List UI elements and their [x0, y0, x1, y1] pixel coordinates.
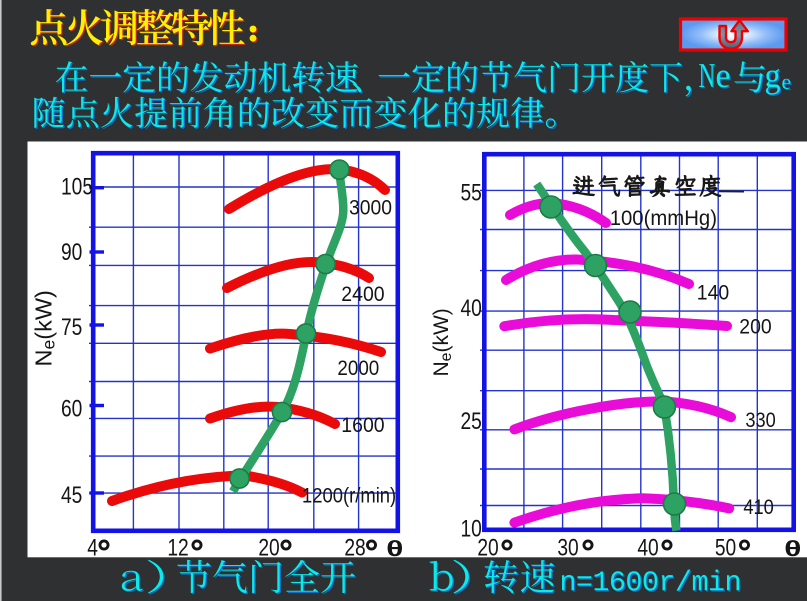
svg-text:410: 410 [743, 495, 773, 519]
svg-text:4: 4 [87, 533, 98, 561]
svg-text:105: 105 [61, 172, 93, 200]
svg-text:330: 330 [745, 408, 775, 432]
svg-text:100(mmHg): 100(mmHg) [610, 206, 717, 230]
svg-text:25: 25 [461, 407, 482, 435]
svg-text:40: 40 [637, 533, 658, 561]
svg-text:30: 30 [557, 533, 578, 561]
svg-text:20: 20 [477, 533, 498, 561]
svg-text:75: 75 [61, 313, 82, 341]
svg-text:45: 45 [61, 481, 82, 509]
svg-text:90: 90 [61, 238, 82, 266]
svg-text:2000: 2000 [337, 356, 379, 380]
svg-text:Ne(kW): Ne(kW) [430, 308, 455, 376]
svg-text:40: 40 [461, 294, 482, 322]
svg-text:3000: 3000 [349, 196, 392, 220]
svg-text:12: 12 [167, 533, 188, 561]
svg-text:1600: 1600 [341, 413, 384, 437]
svg-text:10: 10 [461, 514, 482, 542]
svg-text:50: 50 [715, 533, 736, 561]
svg-text:20: 20 [258, 533, 279, 561]
svg-text:1200(r/min): 1200(r/min) [302, 484, 396, 508]
svg-text:Ne(kW): Ne(kW) [31, 290, 59, 366]
svg-text:2400: 2400 [341, 282, 384, 306]
svg-text:28: 28 [344, 533, 365, 561]
svg-text:60: 60 [61, 394, 82, 422]
svg-text:200: 200 [739, 315, 771, 339]
svg-text:140: 140 [697, 281, 729, 305]
svg-text:55: 55 [461, 178, 482, 206]
